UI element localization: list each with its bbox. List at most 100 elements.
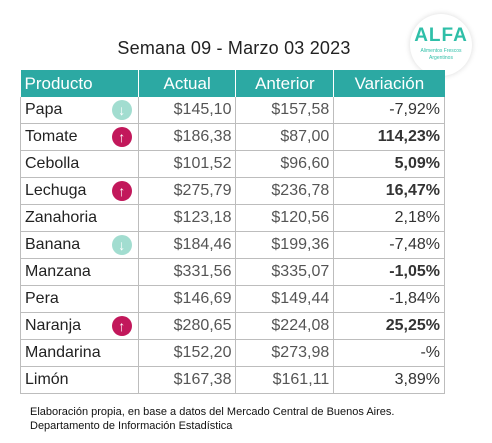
cell-producto: Tomate ↑ — [20, 123, 139, 151]
cell-anterior-text: $236,78 — [271, 182, 330, 199]
cell-producto-text: Pera — [25, 290, 59, 307]
cell-anterior: $87,00 — [235, 123, 335, 151]
cell-anterior-text: $224,08 — [271, 317, 330, 334]
cell-anterior: $161,11 — [235, 366, 335, 394]
cell-anterior-text: $87,00 — [280, 128, 330, 145]
cell-variacion-text: -7,92% — [389, 101, 440, 118]
table-header-row: Producto Actual Anterior Variación — [20, 70, 445, 97]
cell-variacion: -7,92% — [333, 97, 445, 124]
cell-actual: $145,10 — [138, 97, 237, 124]
arrow-down-icon: ↓ — [111, 235, 132, 255]
cell-anterior: $157,58 — [235, 97, 335, 124]
col-header-producto: Producto — [20, 70, 139, 97]
cell-anterior: $236,78 — [235, 177, 335, 205]
cell-actual: $275,79 — [138, 177, 237, 205]
table-row: Banana ↓ $184,46 $199,36 -7,48% — [20, 231, 445, 259]
cell-actual: $101,52 — [138, 150, 237, 178]
cell-variacion: -% — [333, 339, 445, 367]
source-note: Elaboración propia, en base a datos del … — [30, 405, 394, 433]
cell-producto: Naranja ↑ — [20, 312, 139, 340]
cell-producto: Pera — [20, 285, 139, 313]
table-row: Naranja ↑ $280,65 $224,08 25,25% — [20, 312, 445, 340]
cell-actual: $123,18 — [138, 204, 237, 232]
cell-variacion-text: 16,47% — [385, 182, 440, 199]
price-table: Producto Actual Anterior Variación Papa ↓… — [20, 70, 445, 394]
cell-producto-text: Limón — [25, 371, 69, 388]
cell-variacion: 16,47% — [333, 177, 445, 205]
cell-anterior-text: $335,07 — [271, 263, 330, 280]
cell-producto-text: Cebolla — [25, 155, 80, 172]
cell-variacion-text: -1,84% — [389, 290, 440, 307]
source-line-2: Departamento de Información Estadística — [30, 420, 233, 432]
cell-producto: Lechuga ↑ — [20, 177, 139, 205]
cell-anterior: $96,60 — [235, 150, 335, 178]
cell-variacion: 5,09% — [333, 150, 445, 178]
cell-producto-text: Papa — [25, 101, 63, 118]
cell-actual-text: $184,46 — [173, 236, 232, 253]
cell-producto-text: Zanahoria — [25, 209, 98, 226]
table-row: Limón $167,38 $161,11 3,89% — [20, 366, 445, 394]
table-row: Mandarina $152,20 $273,98 -% — [20, 339, 445, 367]
cell-anterior-text: $149,44 — [271, 290, 330, 307]
cell-anterior: $224,08 — [235, 312, 335, 340]
cell-producto: Manzana — [20, 258, 139, 286]
cell-actual: $152,20 — [138, 339, 237, 367]
cell-anterior: $199,36 — [235, 231, 335, 259]
cell-producto: Limón — [20, 366, 139, 394]
table-row: Cebolla $101,52 $96,60 5,09% — [20, 150, 445, 178]
cell-variacion-text: -1,05% — [389, 263, 440, 280]
cell-variacion: 3,89% — [333, 366, 445, 394]
cell-actual-text: $186,38 — [173, 128, 232, 145]
arrow-up-icon: ↑ — [111, 127, 132, 147]
cell-variacion-text: 3,89% — [394, 371, 440, 388]
cell-variacion: 114,23% — [333, 123, 445, 151]
cell-variacion-text: -7,48% — [389, 236, 440, 253]
cell-actual-text: $123,18 — [173, 209, 232, 226]
cell-variacion: -7,48% — [333, 231, 445, 259]
cell-actual: $280,65 — [138, 312, 237, 340]
alfa-logo: ALFA Alimentos Frescos Argentinos — [410, 14, 472, 76]
cell-variacion-text: 5,09% — [394, 155, 440, 172]
cell-actual-text: $280,65 — [173, 317, 232, 334]
col-header-actual: Actual — [138, 70, 237, 97]
cell-anterior: $335,07 — [235, 258, 335, 286]
table-row: Zanahoria $123,18 $120,56 2,18% — [20, 204, 445, 232]
cell-variacion: 2,18% — [333, 204, 445, 232]
cell-actual: $331,56 — [138, 258, 237, 286]
cell-anterior-text: $96,60 — [280, 155, 330, 172]
cell-variacion: -1,84% — [333, 285, 445, 313]
cell-anterior: $273,98 — [235, 339, 335, 367]
cell-anterior: $149,44 — [235, 285, 335, 313]
logo-tagline-2: Argentinos — [429, 55, 453, 61]
cell-anterior: $120,56 — [235, 204, 335, 232]
cell-anterior-text: $161,11 — [272, 371, 330, 388]
cell-producto: Cebolla — [20, 150, 139, 178]
cell-actual-text: $152,20 — [173, 344, 232, 361]
cell-actual-text: $331,56 — [173, 263, 232, 280]
logo-wordmark: ALFA — [414, 25, 468, 46]
col-header-anterior: Anterior — [235, 70, 335, 97]
table-row: Pera $146,69 $149,44 -1,84% — [20, 285, 445, 313]
arrow-up-icon: ↑ — [111, 181, 132, 201]
cell-producto-text: Naranja — [25, 317, 82, 334]
arrow-up-icon: ↑ — [111, 316, 132, 336]
page-title: Semana 09 - Marzo 03 2023 — [117, 38, 351, 58]
cell-producto: Mandarina — [20, 339, 139, 367]
cell-actual: $146,69 — [138, 285, 237, 313]
cell-actual-text: $145,10 — [173, 101, 232, 118]
cell-anterior-text: $157,58 — [271, 101, 330, 118]
cell-producto-text: Lechuga — [25, 182, 87, 199]
cell-anterior-text: $199,36 — [271, 236, 330, 253]
cell-variacion-text: 114,23% — [377, 128, 440, 145]
cell-variacion-text: -% — [420, 344, 440, 361]
table-row: Manzana $331,56 $335,07 -1,05% — [20, 258, 445, 286]
cell-anterior-text: $120,56 — [271, 209, 330, 226]
table-row: Tomate ↑ $186,38 $87,00 114,23% — [20, 123, 445, 151]
cell-variacion: 25,25% — [333, 312, 445, 340]
cell-actual-text: $146,69 — [173, 290, 232, 307]
cell-producto-text: Banana — [25, 236, 81, 253]
cell-variacion: -1,05% — [333, 258, 445, 286]
cell-actual: $184,46 — [138, 231, 237, 259]
cell-variacion-text: 2,18% — [394, 209, 440, 226]
cell-producto: Zanahoria — [20, 204, 139, 232]
